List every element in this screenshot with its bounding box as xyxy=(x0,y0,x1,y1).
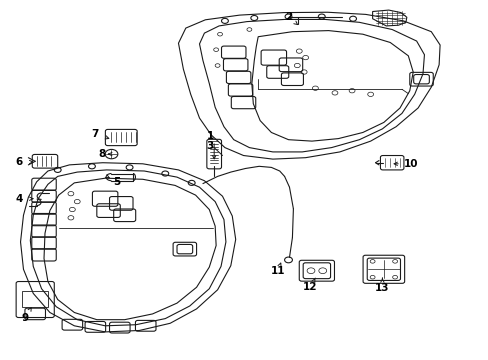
Text: 8: 8 xyxy=(98,149,105,159)
Text: 2: 2 xyxy=(285,12,291,22)
Text: 5: 5 xyxy=(113,177,120,187)
Text: 9: 9 xyxy=(22,312,29,323)
Text: 3: 3 xyxy=(206,141,213,151)
Text: 1: 1 xyxy=(206,131,213,141)
Text: 6: 6 xyxy=(15,157,22,167)
Text: 7: 7 xyxy=(91,129,99,139)
Text: 12: 12 xyxy=(303,282,317,292)
Text: 10: 10 xyxy=(403,159,417,169)
Text: 13: 13 xyxy=(374,283,389,293)
Text: 11: 11 xyxy=(270,266,285,276)
Text: 4: 4 xyxy=(16,194,23,204)
